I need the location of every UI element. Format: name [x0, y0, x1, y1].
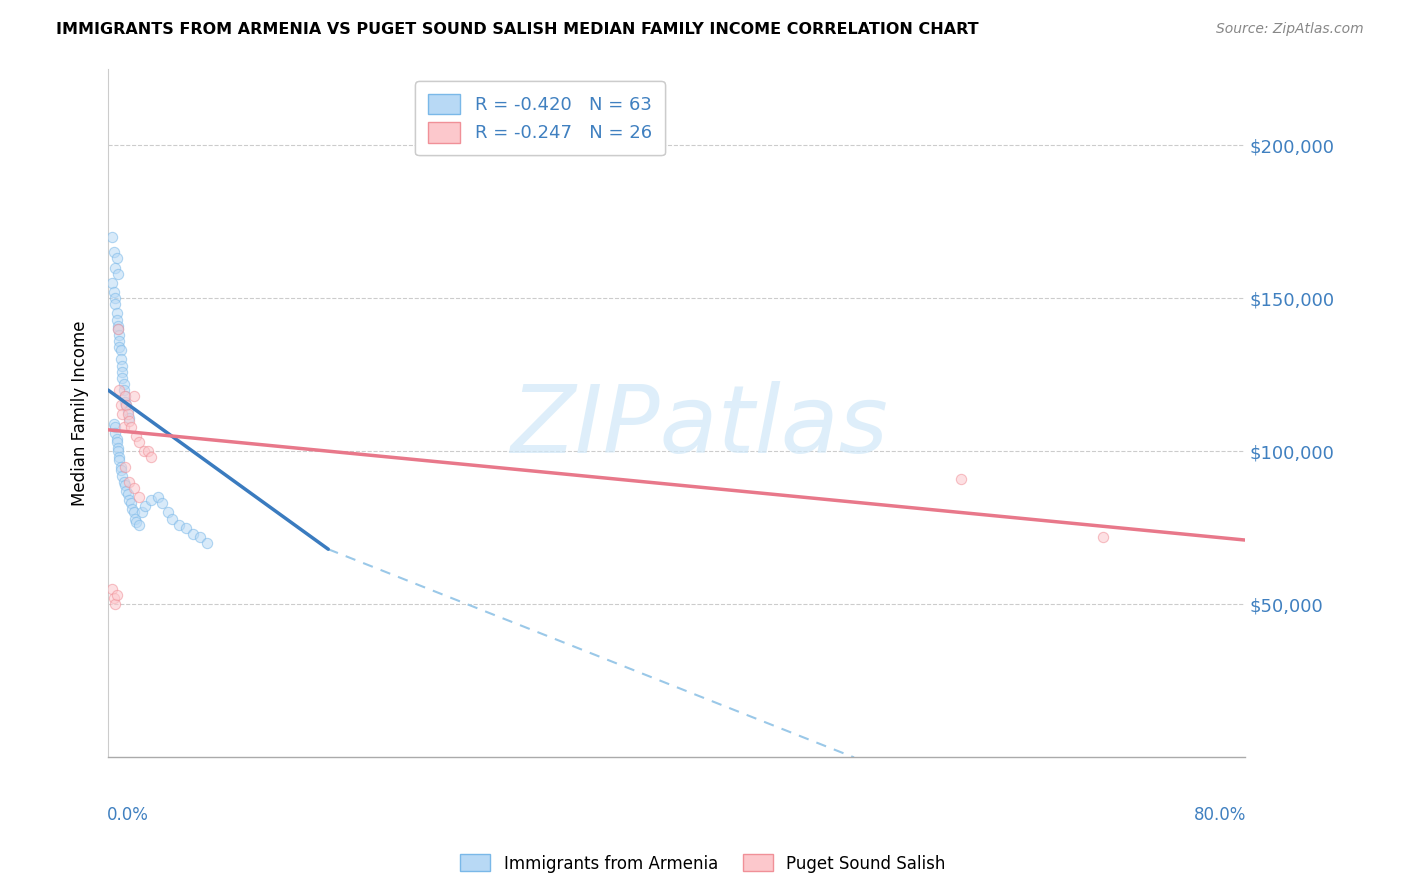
Point [103, 285, 125, 299]
Point [104, 425, 127, 440]
Y-axis label: Median Family Income: Median Family Income [72, 320, 89, 506]
Point [132, 444, 155, 458]
Point [101, 276, 124, 290]
Point [112, 419, 135, 434]
Point [110, 352, 132, 367]
Point [110, 343, 132, 358]
Point [118, 493, 141, 508]
Text: ZIPatlas: ZIPatlas [510, 381, 889, 472]
Point [107, 322, 129, 336]
Point [125, 429, 148, 443]
Point [125, 515, 148, 529]
Point [117, 404, 139, 418]
Point [136, 444, 159, 458]
Point [118, 414, 141, 428]
Point [104, 291, 127, 305]
Point [114, 389, 136, 403]
Point [107, 322, 129, 336]
Point [108, 340, 131, 354]
Point [115, 398, 138, 412]
Point [128, 517, 150, 532]
Point [181, 527, 204, 541]
Point [160, 511, 183, 525]
Text: IMMIGRANTS FROM ARMENIA VS PUGET SOUND SALISH MEDIAN FAMILY INCOME CORRELATION C: IMMIGRANTS FROM ARMENIA VS PUGET SOUND S… [56, 22, 979, 37]
Point [122, 506, 145, 520]
Point [101, 582, 124, 596]
Point [108, 453, 131, 467]
Point [114, 478, 136, 492]
Point [131, 506, 153, 520]
Point [108, 383, 131, 397]
Point [117, 487, 139, 501]
Point [115, 483, 138, 498]
Point [120, 496, 142, 510]
Point [108, 450, 131, 465]
Point [124, 511, 146, 525]
Point [108, 334, 131, 348]
Point [949, 472, 972, 486]
Point [139, 493, 162, 508]
Text: 80.0%: 80.0% [1194, 805, 1246, 823]
Legend: R = -0.420   N = 63, R = -0.247   N = 26: R = -0.420 N = 63, R = -0.247 N = 26 [415, 81, 665, 155]
Point [122, 481, 145, 495]
Point [122, 389, 145, 403]
Point [114, 389, 136, 403]
Point [111, 408, 134, 422]
Point [1091, 530, 1114, 544]
Point [121, 502, 143, 516]
Point [134, 500, 156, 514]
Point [110, 462, 132, 476]
Point [188, 530, 211, 544]
Point [107, 441, 129, 455]
Point [105, 588, 128, 602]
Point [105, 312, 128, 326]
Point [197, 536, 219, 550]
Point [167, 517, 190, 532]
Point [114, 459, 136, 474]
Point [103, 591, 125, 606]
Point [146, 490, 169, 504]
Point [105, 306, 128, 320]
Point [104, 597, 127, 611]
Legend: Immigrants from Armenia, Puget Sound Salish: Immigrants from Armenia, Puget Sound Sal… [454, 847, 952, 880]
Point [103, 417, 125, 431]
Point [118, 475, 141, 489]
Point [128, 435, 150, 450]
Point [112, 376, 135, 391]
Text: 0.0%: 0.0% [107, 805, 149, 823]
Point [115, 398, 138, 412]
Point [117, 408, 139, 422]
Point [128, 490, 150, 504]
Point [111, 468, 134, 483]
Point [111, 370, 134, 384]
Point [139, 450, 162, 465]
Point [156, 506, 179, 520]
Point [150, 496, 173, 510]
Point [104, 297, 127, 311]
Point [110, 398, 132, 412]
Point [101, 230, 124, 244]
Point [105, 432, 128, 446]
Point [105, 252, 128, 266]
Point [107, 444, 129, 458]
Point [110, 459, 132, 474]
Point [105, 435, 128, 450]
Point [111, 365, 134, 379]
Point [112, 475, 135, 489]
Point [118, 410, 141, 425]
Point [104, 419, 127, 434]
Point [103, 245, 125, 260]
Point [107, 318, 129, 333]
Point [112, 383, 135, 397]
Point [107, 267, 129, 281]
Point [174, 521, 197, 535]
Text: Source: ZipAtlas.com: Source: ZipAtlas.com [1216, 22, 1364, 37]
Point [111, 359, 134, 373]
Point [108, 327, 131, 342]
Point [114, 395, 136, 409]
Point [104, 260, 127, 275]
Point [120, 419, 142, 434]
